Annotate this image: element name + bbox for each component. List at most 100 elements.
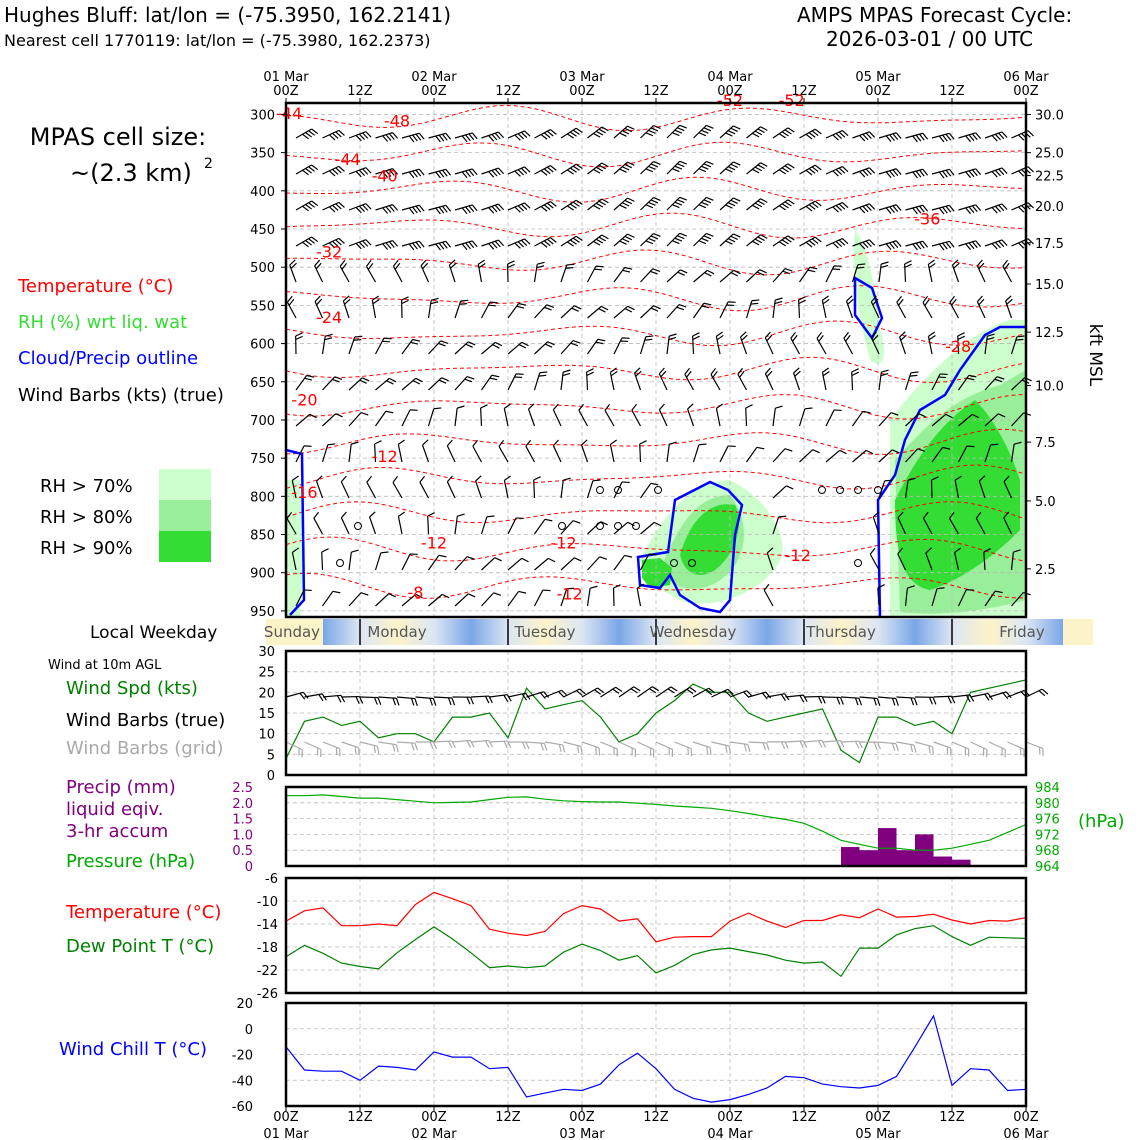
barb-flag <box>931 746 935 755</box>
barb-flag <box>922 168 929 176</box>
barb-flag <box>725 168 733 173</box>
wind-barb <box>563 741 583 755</box>
wind-barb <box>692 741 712 756</box>
legend-wind-barbs: Wind Barbs (kts) (true) <box>18 385 224 406</box>
temperature-contour <box>285 212 1027 239</box>
barb-flag <box>727 688 734 695</box>
x-tick-top: 12Z <box>347 84 373 99</box>
barb-flag <box>991 135 998 142</box>
barb-flag <box>775 405 783 409</box>
legend-cloud: Cloud/Precip outline <box>18 348 198 369</box>
wind-barb <box>988 691 1012 700</box>
barb-flag <box>912 243 918 251</box>
barb-staff <box>799 164 816 175</box>
barb-flag <box>313 511 320 519</box>
swatch-rh90 <box>159 531 211 562</box>
precip-tick-label: 1.0 <box>232 828 253 843</box>
barb-flag <box>521 741 527 750</box>
barb-flag <box>440 340 449 344</box>
wind-barb <box>821 295 830 319</box>
barb-flag <box>372 299 380 305</box>
wind-barb <box>503 403 511 427</box>
barb-flag <box>366 259 372 267</box>
barb-flag <box>621 337 630 339</box>
temperature-label: -48 <box>384 112 410 131</box>
wind-barb <box>454 240 478 251</box>
wind-barb <box>428 204 452 215</box>
wind-barb <box>978 475 986 499</box>
wind-barb <box>763 583 774 607</box>
barb-flag <box>377 697 382 705</box>
wind-barb <box>633 367 642 391</box>
wind-barb <box>639 440 647 463</box>
barb-flag <box>889 170 895 177</box>
wind-barb <box>433 696 456 706</box>
barb-flag <box>334 376 343 380</box>
wind-barb <box>454 299 469 319</box>
pressure-tick-label: 972 <box>1035 828 1060 843</box>
barb-staff <box>481 341 496 355</box>
wind-barb <box>637 741 655 758</box>
barb-flag <box>650 127 659 132</box>
barb-flag <box>794 370 801 377</box>
barb-staff <box>454 376 468 391</box>
wind-barb <box>1011 166 1034 177</box>
barb-staff <box>748 741 767 744</box>
barb-flag <box>1017 134 1025 141</box>
x-tick-top: 00Z <box>865 84 891 99</box>
barb-flag <box>922 511 929 519</box>
barb-flag <box>817 740 823 748</box>
barb-staff <box>666 336 670 355</box>
barb-flag <box>891 743 896 751</box>
barb-flag <box>445 168 452 176</box>
barb-flag <box>1002 692 1009 700</box>
wind-barb <box>285 691 309 700</box>
barb-flag <box>936 587 945 590</box>
barb-staff <box>904 588 908 607</box>
barb-flag <box>966 445 975 448</box>
wind-barb <box>983 548 991 571</box>
barb-staff <box>719 445 729 463</box>
wind-barb <box>480 404 488 427</box>
barb-staff <box>348 444 352 463</box>
wind-barb <box>825 130 849 141</box>
wind-barb <box>507 166 531 177</box>
legend-dewpoint: Dew Point T (°C) <box>66 936 214 957</box>
barb-flag <box>518 590 527 594</box>
wind-barb <box>1011 202 1034 213</box>
barb-staff <box>533 589 544 607</box>
barb-flag <box>808 204 816 210</box>
barb-staff <box>286 301 297 319</box>
barb-flag <box>679 160 688 165</box>
barb-flag <box>975 511 982 519</box>
wind-barb <box>958 204 982 215</box>
temperature-contour <box>285 320 1027 347</box>
barb-flag <box>395 698 400 706</box>
wind-barb <box>560 369 571 391</box>
barb-staff <box>340 517 350 535</box>
wind-barb <box>507 692 531 701</box>
barb-flag <box>915 134 922 142</box>
barb-flag <box>544 518 553 522</box>
barb-flag <box>750 302 759 305</box>
barb-flag <box>392 204 399 211</box>
barb-staff <box>339 265 350 283</box>
barb-flag <box>388 169 395 176</box>
barb-staff <box>433 696 453 699</box>
barb-staff <box>904 480 909 499</box>
wind-barb <box>843 331 854 355</box>
pressure-tick-label: 984 <box>1035 781 1060 796</box>
barb-staff <box>503 480 509 499</box>
barb-flag <box>712 370 718 378</box>
legend-precip-2: liquid eqiv. <box>66 799 163 820</box>
barb-flag <box>520 131 528 138</box>
dewpoint-line <box>285 925 1027 978</box>
barb-flag <box>486 515 495 518</box>
barb-flag <box>351 549 359 553</box>
barb-flag <box>386 380 394 385</box>
barb-flag <box>392 475 399 483</box>
barb-flag <box>388 377 397 383</box>
wc-tick-label: -40 <box>232 1074 253 1089</box>
wind-barb <box>348 592 369 607</box>
barb-flag <box>359 379 367 384</box>
